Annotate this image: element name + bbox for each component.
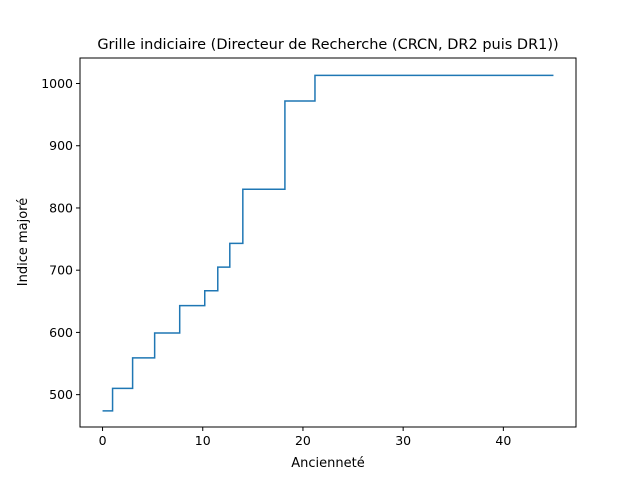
x-tick-label-30: 30 bbox=[395, 433, 411, 448]
y-axis-label: Indice majoré bbox=[16, 198, 31, 286]
y-tick-label-700: 700 bbox=[49, 263, 73, 278]
x-tick-label-10: 10 bbox=[195, 433, 211, 448]
axes-frame bbox=[79, 57, 577, 428]
series-line-0 bbox=[102, 74, 554, 412]
y-tick-label-800: 800 bbox=[49, 200, 73, 215]
x-tick-label-20: 20 bbox=[295, 433, 311, 448]
y-tick-label-900: 900 bbox=[49, 138, 73, 153]
y-tick-label-500: 500 bbox=[49, 387, 73, 402]
x-axis-label: Ancienneté bbox=[291, 456, 364, 471]
y-tick-label-600: 600 bbox=[49, 325, 73, 340]
x-tick-label-0: 0 bbox=[99, 433, 107, 448]
y-tick-label-1000: 1000 bbox=[41, 76, 73, 91]
chart-title: Grille indiciaire (Directeur de Recherch… bbox=[97, 37, 558, 53]
x-tick-label-40: 40 bbox=[495, 433, 511, 448]
plot-area: 0 10 20 30 40 500 600 700 800 900 1000 bbox=[41, 57, 577, 448]
